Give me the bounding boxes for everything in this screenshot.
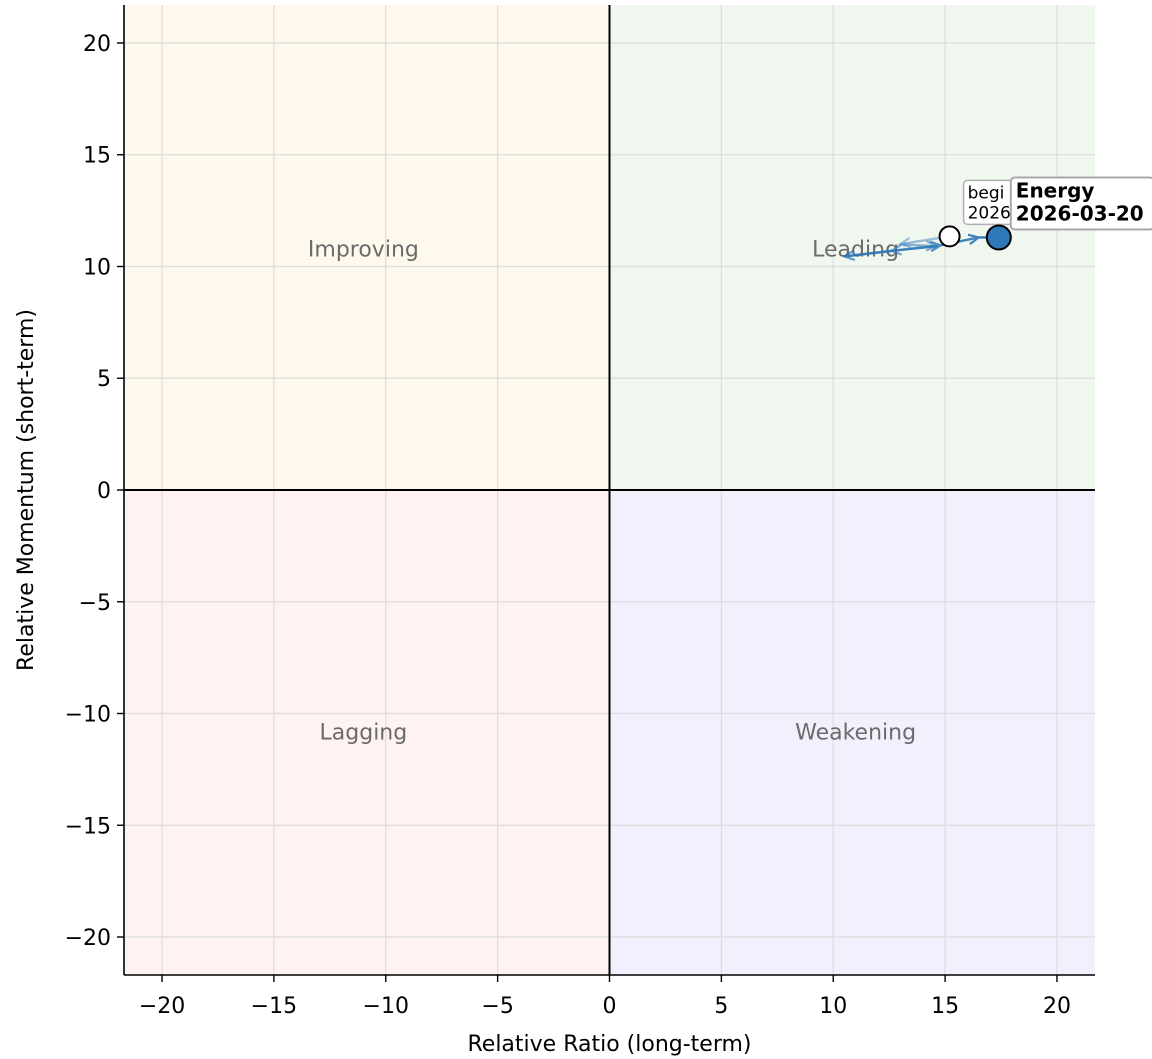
- quadrant-backgrounds: [124, 5, 1095, 975]
- y-tick-label: −20: [65, 926, 111, 951]
- quadrant-label-improving: Improving: [308, 238, 419, 263]
- x-tick-label: 5: [714, 994, 728, 1019]
- y-tick-label: 15: [83, 144, 111, 169]
- begin-marker: [938, 225, 961, 248]
- y-axis-title: Relative Momentum (short-term): [14, 309, 39, 671]
- x-tick-label: −20: [139, 994, 185, 1019]
- x-tick-label: −15: [251, 994, 297, 1019]
- x-tick-label: 20: [1043, 994, 1071, 1019]
- quadrant-label-lagging: Lagging: [320, 720, 408, 745]
- x-tick-labels: −20 −15 −10 −5 0 5 10 15 20: [139, 994, 1071, 1019]
- zero-lines: [124, 5, 1095, 975]
- y-tick-label: 0: [97, 479, 111, 504]
- y-tick-label: −15: [65, 814, 111, 839]
- quadrant-bg-weakening: [609, 490, 1095, 975]
- end-marker: [985, 224, 1012, 251]
- axes: [117, 5, 1095, 982]
- begin-annotation-line1: begi: [968, 183, 1005, 203]
- x-tick-label: 10: [819, 994, 847, 1019]
- quadrant-bg-lagging: [124, 490, 610, 975]
- y-tick-label: 10: [83, 255, 111, 280]
- quadrant-label-weakening: Weakening: [795, 720, 916, 745]
- quadrant-labels: Improving Leading Lagging Weakening: [308, 238, 916, 746]
- end-annotation-box: [1009, 176, 1152, 231]
- x-tick-label: −10: [363, 994, 409, 1019]
- quadrant-label-leading: Leading: [812, 238, 899, 263]
- end-annotation-date: 2026-03-20: [1016, 201, 1144, 225]
- y-tick-label: 5: [97, 367, 111, 392]
- begin-annotation-line2: 2026: [968, 203, 1011, 223]
- y-tick-labels: −20 −15 −10 −5 0 5 10 15 20: [65, 32, 111, 951]
- x-axis-title: Relative Ratio (long-term): [467, 1032, 751, 1057]
- y-tick-label: −5: [79, 591, 111, 616]
- x-tick-label: −5: [481, 994, 513, 1019]
- y-tick-label: −10: [65, 703, 111, 728]
- x-tick-label: 15: [931, 994, 959, 1019]
- y-tick-label: 20: [83, 32, 111, 57]
- x-tick-label: 0: [603, 994, 617, 1019]
- quadrant-bg-leading: [609, 5, 1095, 490]
- quadrant-bg-improving: [124, 5, 610, 490]
- end-annotation-name: Energy: [1016, 178, 1095, 202]
